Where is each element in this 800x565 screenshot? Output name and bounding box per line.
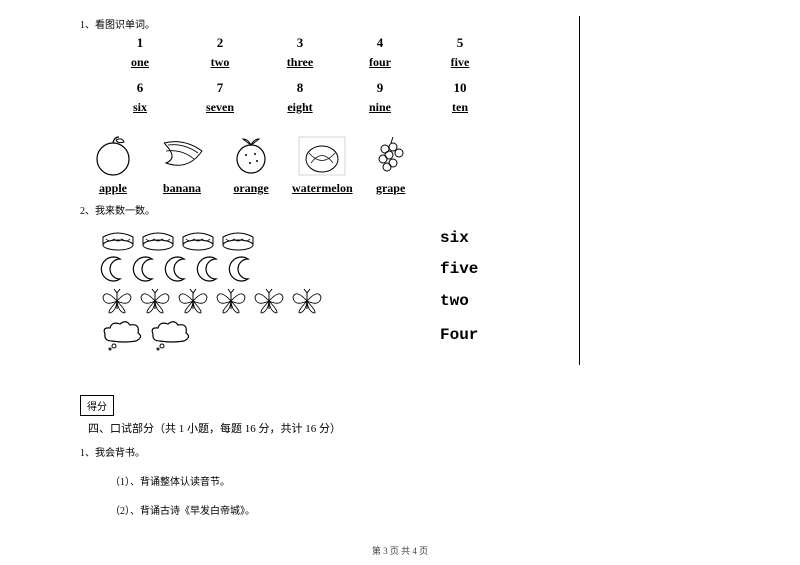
count-row-butterflies: two <box>80 287 559 315</box>
number-row-2: 6 7 8 9 10 <box>80 80 559 96</box>
label-watermelon: watermelon <box>292 181 353 196</box>
count-section: six five two Four <box>80 225 559 351</box>
word-four: four <box>340 55 420 70</box>
orange-icon <box>228 133 274 177</box>
word-one: one <box>100 55 180 70</box>
word-row-2: six seven eight nine ten <box>80 100 559 115</box>
moon-icon <box>164 255 192 283</box>
num-9: 9 <box>340 80 420 96</box>
num-1: 1 <box>100 35 180 51</box>
cake-icon <box>100 225 136 251</box>
word-three: three <box>260 55 340 70</box>
num-2: 2 <box>180 35 260 51</box>
count-row-moons: five <box>80 255 559 283</box>
num-6: 6 <box>100 80 180 96</box>
s4-q1: 1、我会背书。 <box>80 444 720 459</box>
cloud-icon <box>100 319 144 351</box>
moon-icon <box>132 255 160 283</box>
word-row-1: one two three four five <box>80 55 559 70</box>
label-banana: banana <box>154 181 210 196</box>
q1-label: 1、看图识单词。 <box>80 16 559 31</box>
word-six: six <box>440 229 469 247</box>
section4-title: 四、口试部分（共 1 小题，每题 16 分，共计 16 分） <box>88 423 341 435</box>
num-4: 4 <box>340 35 420 51</box>
s4-sub1: （1）、背诵整体认读音节。 <box>110 473 720 488</box>
count-row-cakes: six <box>80 225 559 251</box>
count-row-clouds: Four <box>80 319 559 351</box>
num-8: 8 <box>260 80 340 96</box>
word-seven: seven <box>180 100 260 115</box>
label-orange: orange <box>228 181 274 196</box>
word-eight: eight <box>260 100 340 115</box>
num-10: 10 <box>420 80 500 96</box>
score-box: 得分 <box>80 395 114 416</box>
butterfly-icon <box>176 287 210 315</box>
banana-icon <box>154 133 210 177</box>
butterfly-icon <box>290 287 324 315</box>
q2-label: 2、我来数一数。 <box>80 202 559 217</box>
number-row-1: 1 2 3 4 5 <box>80 35 559 51</box>
moon-icon <box>100 255 128 283</box>
word-two: two <box>180 55 260 70</box>
label-grape: grape <box>371 181 411 196</box>
cake-icon <box>220 225 256 251</box>
word-six: six <box>100 100 180 115</box>
word-two2: two <box>440 292 469 310</box>
fruit-row: apple banana orange <box>80 133 559 196</box>
num-3: 3 <box>260 35 340 51</box>
num-7: 7 <box>180 80 260 96</box>
word-five2: five <box>440 260 478 278</box>
word-four2: Four <box>440 326 478 344</box>
butterfly-icon <box>100 287 134 315</box>
moon-icon <box>228 255 256 283</box>
word-five: five <box>420 55 500 70</box>
num-5: 5 <box>420 35 500 51</box>
section-4: 得分 四、口试部分（共 1 小题，每题 16 分，共计 16 分） 1、我会背书… <box>80 395 720 517</box>
s4-sub2: （2）、背诵古诗《早发白帝城》。 <box>110 502 720 517</box>
watermelon-icon <box>297 133 347 177</box>
word-ten: ten <box>420 100 500 115</box>
cake-icon <box>180 225 216 251</box>
grape-icon <box>371 133 411 177</box>
cake-icon <box>140 225 176 251</box>
label-apple: apple <box>90 181 136 196</box>
butterfly-icon <box>138 287 172 315</box>
cloud-icon <box>148 319 192 351</box>
moon-icon <box>196 255 224 283</box>
butterfly-icon <box>214 287 248 315</box>
page-footer: 第 3 页 共 4 页 <box>0 544 800 557</box>
butterfly-icon <box>252 287 286 315</box>
word-nine: nine <box>340 100 420 115</box>
apple-icon <box>90 133 136 177</box>
